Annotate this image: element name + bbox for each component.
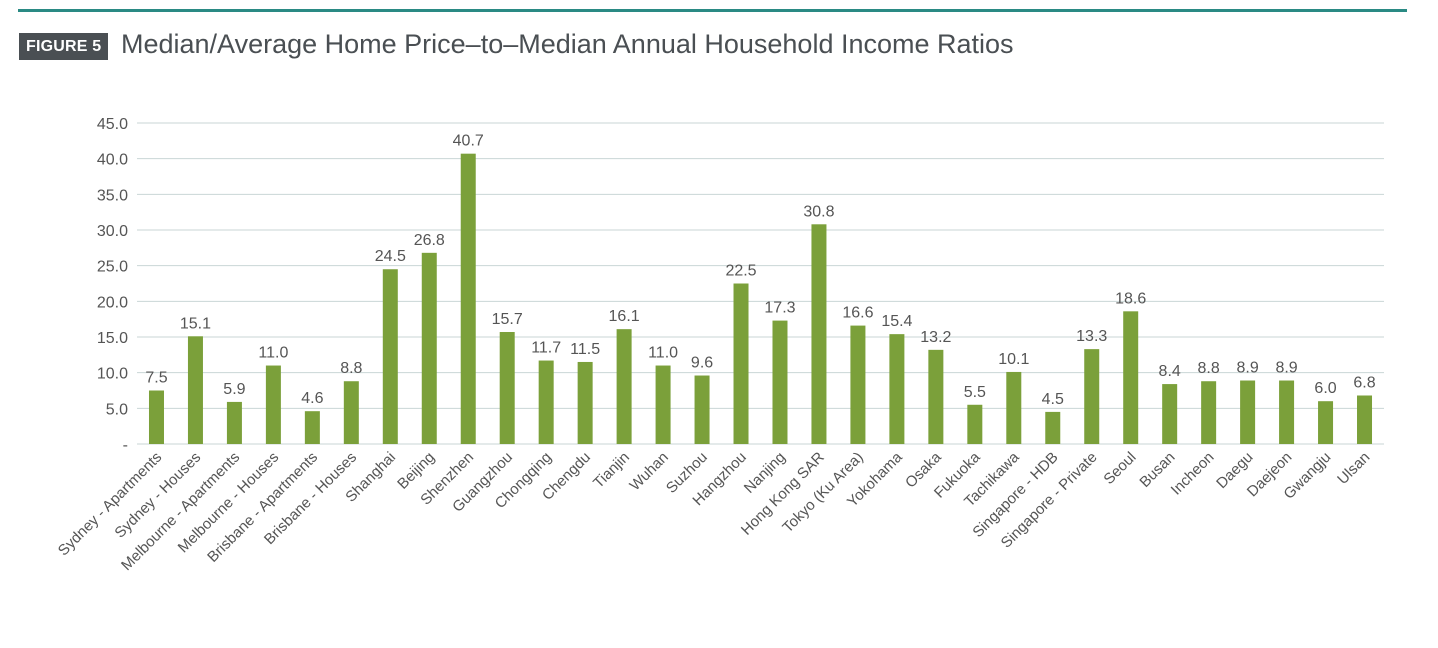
bar — [265, 365, 281, 444]
bar — [538, 360, 554, 444]
top-rule — [18, 9, 1407, 12]
data-label: 11.5 — [570, 341, 600, 358]
bar — [1006, 371, 1022, 444]
y-tick-label: - — [123, 437, 128, 454]
y-tick-label: 45.0 — [97, 116, 128, 133]
bar — [1240, 380, 1256, 444]
data-label: 7.5 — [145, 370, 167, 387]
bar — [226, 401, 242, 444]
y-axis-tick-labels: - 5.0 10.0 15.0 20.0 25.0 30.0 35.0 40.0 45.0 — [97, 116, 128, 454]
chart-title: Median/Average Home Price–to–Median Annu… — [121, 29, 1014, 59]
bar — [694, 375, 710, 444]
bar — [1084, 349, 1100, 444]
y-tick-label: 15.0 — [97, 330, 128, 347]
bar — [148, 390, 164, 444]
x-tick-label: Ulsan — [1334, 449, 1373, 488]
bars — [148, 153, 1373, 444]
y-tick-label: 30.0 — [97, 223, 128, 240]
data-label: 15.4 — [881, 313, 912, 330]
data-label: 13.3 — [1076, 328, 1107, 345]
bar — [1357, 395, 1373, 444]
data-label: 17.3 — [764, 300, 795, 317]
bar — [1045, 411, 1061, 444]
data-label: 4.5 — [1042, 391, 1064, 408]
y-tick-label: 25.0 — [97, 259, 128, 276]
data-label: 5.5 — [964, 384, 986, 401]
bar — [577, 361, 593, 444]
bar — [655, 365, 671, 444]
data-label: 16.1 — [609, 308, 640, 325]
bar — [967, 404, 983, 444]
data-label: 6.0 — [1314, 380, 1336, 397]
data-labels: 7.5 15.1 5.9 11.0 4.6 8.8 24.5 26.8 40.7 15.7 11.7… — [145, 133, 1375, 408]
data-label: 8.9 — [1236, 360, 1258, 377]
bar — [733, 283, 749, 444]
data-label: 11.7 — [531, 340, 561, 357]
data-label: 13.2 — [920, 329, 951, 346]
x-tick-label: Incheon — [1168, 449, 1218, 499]
data-label: 16.6 — [842, 305, 873, 322]
bar — [1123, 311, 1139, 444]
bar — [304, 411, 320, 444]
y-tick-label: 10.0 — [97, 366, 128, 383]
bar — [1162, 384, 1178, 444]
bar — [421, 252, 437, 444]
figure-label-badge: FIGURE 5 — [19, 33, 109, 60]
data-label: 11.0 — [648, 345, 678, 362]
bar — [1279, 380, 1295, 444]
x-tick-label: Seoul — [1100, 449, 1139, 488]
gridlines — [137, 122, 1384, 445]
y-tick-label: 40.0 — [97, 152, 128, 169]
data-label: 8.8 — [340, 360, 362, 377]
data-label: 30.8 — [803, 203, 834, 220]
bar — [616, 329, 632, 444]
y-tick-label: 20.0 — [97, 294, 128, 311]
data-label: 8.8 — [1198, 360, 1220, 377]
data-label: 22.5 — [725, 263, 756, 280]
bar — [772, 320, 788, 444]
x-tick-label: Tianjin — [590, 449, 633, 492]
data-label: 5.9 — [223, 381, 245, 398]
data-label: 40.7 — [453, 133, 484, 150]
bar — [811, 224, 827, 444]
y-tick-label: 5.0 — [106, 401, 128, 418]
y-tick-label: 35.0 — [97, 187, 128, 204]
data-label: 4.6 — [301, 390, 323, 407]
bar — [928, 349, 944, 444]
data-label: 9.6 — [691, 355, 713, 372]
bar — [1201, 381, 1217, 444]
bar — [499, 332, 515, 444]
data-label: 15.7 — [492, 311, 523, 328]
data-label: 26.8 — [414, 232, 445, 249]
bar — [187, 336, 203, 444]
data-label: 8.9 — [1275, 360, 1297, 377]
data-label: 10.1 — [998, 351, 1029, 368]
bar — [343, 381, 359, 444]
bar — [1318, 401, 1334, 444]
data-label: 24.5 — [375, 248, 406, 265]
data-label: 8.4 — [1159, 363, 1181, 380]
data-label: 11.0 — [258, 345, 288, 362]
data-label: 15.1 — [180, 315, 211, 332]
bar — [460, 153, 476, 444]
data-label: 6.8 — [1353, 374, 1375, 391]
data-label: 18.6 — [1115, 290, 1146, 307]
bar — [850, 325, 866, 444]
bar — [889, 334, 905, 444]
bar — [382, 269, 398, 444]
